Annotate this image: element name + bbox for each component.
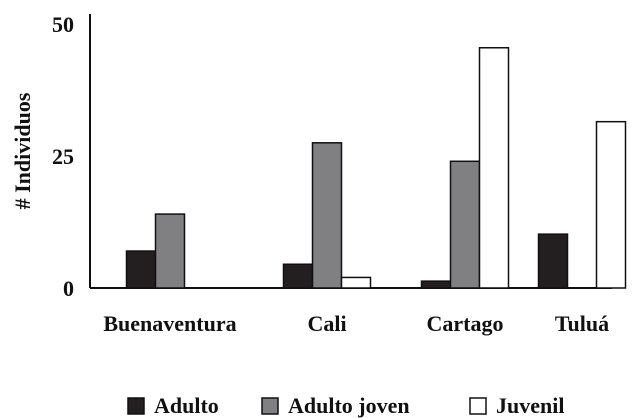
bar	[340, 276, 372, 289]
legend-swatch	[261, 397, 279, 415]
bar	[537, 233, 569, 289]
x-category-label: Cali	[307, 311, 346, 336]
bar	[478, 47, 510, 289]
legend-label: Juvenil	[496, 393, 564, 418]
y-tick-labels: 0 25 50	[52, 12, 74, 301]
bar	[420, 280, 452, 289]
category-labels: Buenaventura Cali Cartago Tuluá	[103, 311, 609, 336]
x-category-label: Tuluá	[555, 311, 609, 336]
x-category-label: Cartago	[427, 311, 504, 336]
y-tick-label: 50	[52, 12, 74, 37]
bar	[595, 120, 627, 289]
bar	[449, 160, 481, 289]
y-tick-label: 0	[63, 276, 74, 301]
legend-label: Adulto	[154, 393, 219, 418]
legend: Adulto Adulto joven Juvenil	[127, 393, 564, 418]
bar	[154, 213, 186, 289]
bar	[282, 263, 314, 289]
legend-swatch	[127, 397, 145, 415]
bar	[125, 250, 157, 289]
x-category-label: Buenaventura	[103, 311, 236, 336]
bar	[311, 142, 343, 289]
bars	[125, 47, 627, 289]
y-axis-label: # Individuos	[10, 92, 35, 209]
legend-label: Adulto joven	[288, 393, 410, 418]
y-tick-label: 25	[52, 144, 74, 169]
legend-swatch	[469, 397, 487, 415]
